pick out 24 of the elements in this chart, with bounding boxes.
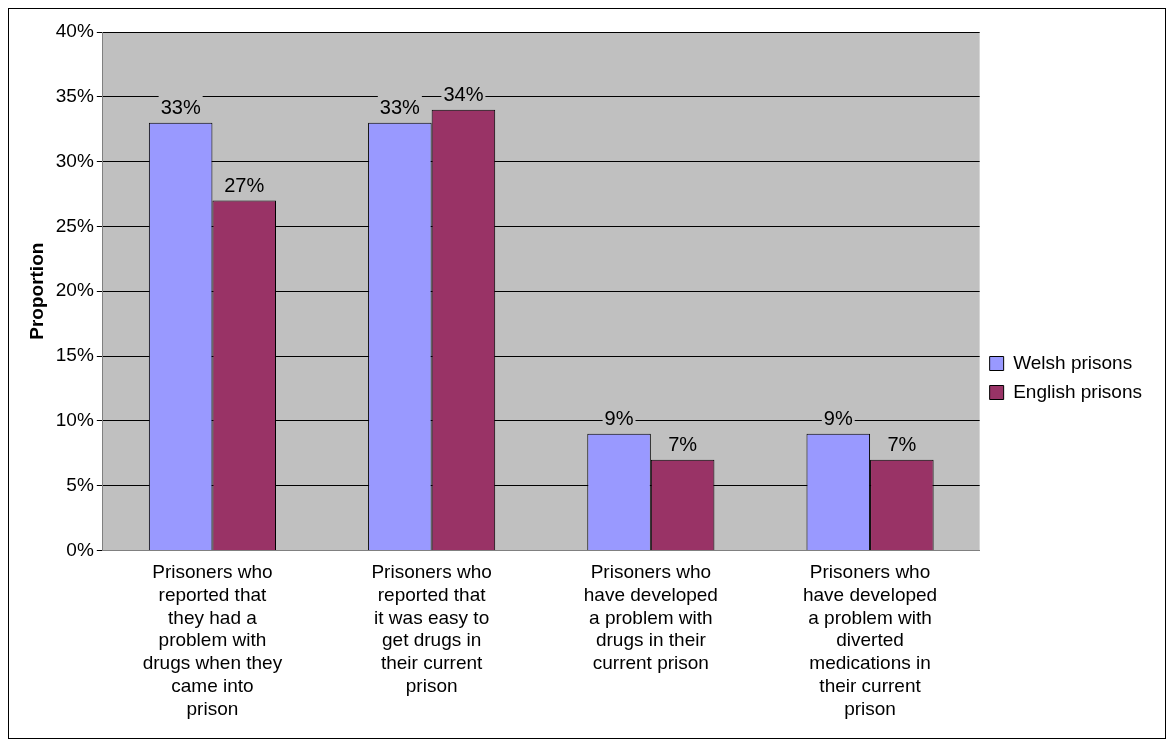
legend-label: Welsh prisons [1013, 351, 1133, 373]
legend-label: English prisons [1013, 380, 1142, 402]
y-tick-label: 35% [55, 85, 94, 107]
data-label: 9% [823, 407, 853, 430]
data-label: 7% [887, 433, 917, 456]
x-tick-label: Prisoners who have developed a problem with diverted medications in their current prison [802, 561, 938, 719]
y-tick-label: 5% [66, 473, 94, 495]
x-tick-label: Prisoners who have developed a problem with drugs in their current prison [583, 561, 718, 674]
data-label: 7% [668, 433, 698, 456]
x-tick-label: Prisoners who reported that it was easy to get drugs in their current prison [371, 561, 492, 697]
x-tick-label: Prisoners who reported that they had a problem with drugs when they came into prison [142, 561, 283, 719]
y-tick-label: 15% [55, 344, 94, 366]
y-tick-label: 20% [55, 279, 94, 301]
data-label: 33% [379, 96, 421, 119]
data-label: 34% [443, 83, 484, 106]
y-tick-label: 25% [55, 214, 94, 236]
data-label: 27% [224, 174, 265, 196]
y-tick-label: 10% [55, 409, 94, 431]
y-tick-label: 0% [66, 538, 94, 560]
data-label: 33% [160, 96, 201, 119]
y-tick-label: 40% [55, 20, 94, 42]
y-axis-title: Proportion [25, 242, 47, 340]
data-label: 9% [604, 407, 634, 430]
y-tick-label: 30% [55, 149, 94, 171]
